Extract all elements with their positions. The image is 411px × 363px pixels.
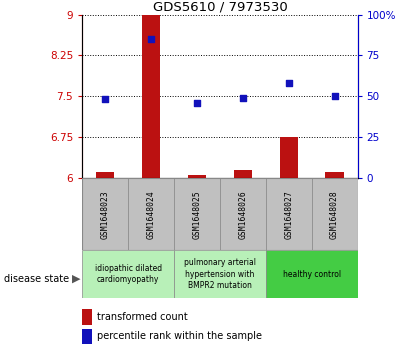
Point [102,97,109,102]
Bar [188,175,206,178]
Point [194,100,200,106]
Text: transformed count: transformed count [97,312,188,322]
Point [240,95,246,101]
Bar [96,172,114,178]
Bar [266,178,312,250]
Bar [174,178,220,250]
Text: pulmonary arterial
hypertension with
BMPR2 mutation: pulmonary arterial hypertension with BMP… [184,258,256,290]
Bar [174,250,266,298]
Text: ▶: ▶ [72,274,81,284]
Bar [220,178,266,250]
Title: GDS5610 / 7973530: GDS5610 / 7973530 [152,0,287,13]
Bar [142,15,160,178]
Bar [266,250,358,298]
Bar [82,329,92,344]
Point [331,93,338,99]
Bar [82,309,92,325]
Bar [128,178,174,250]
Text: idiopathic dilated
cardiomyopathy: idiopathic dilated cardiomyopathy [95,264,162,284]
Text: GSM1648023: GSM1648023 [101,190,110,238]
Bar [326,172,344,178]
Bar [234,170,252,178]
Text: GSM1648026: GSM1648026 [238,190,247,238]
Text: GSM1648025: GSM1648025 [192,190,201,238]
Text: GSM1648027: GSM1648027 [284,190,293,238]
Text: percentile rank within the sample: percentile rank within the sample [97,331,262,341]
Point [148,36,155,42]
Text: GSM1648028: GSM1648028 [330,190,339,238]
Text: healthy control: healthy control [283,270,341,278]
Bar [82,178,128,250]
Text: disease state: disease state [4,274,69,284]
Bar [82,250,174,298]
Text: GSM1648024: GSM1648024 [147,190,155,238]
Bar [312,178,358,250]
Point [286,80,292,86]
Bar [279,137,298,178]
